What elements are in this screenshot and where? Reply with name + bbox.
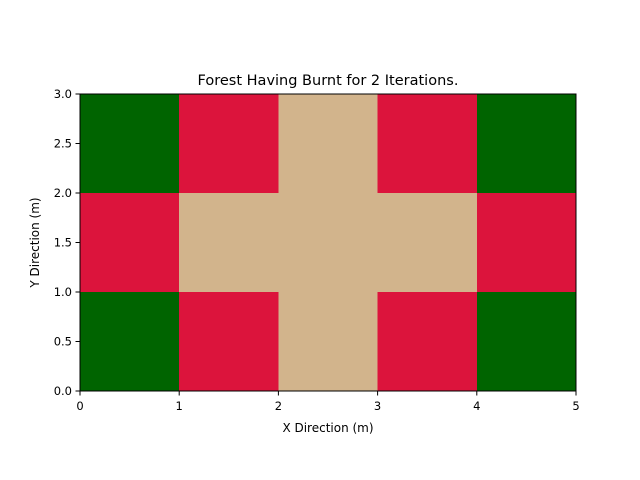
x-tick-label: 1: [176, 399, 183, 413]
x-axis-label: X Direction (m): [282, 421, 373, 435]
y-tick-label: 3.0: [54, 87, 72, 101]
y-tick-label: 0.5: [54, 335, 72, 349]
chart-title: Forest Having Burnt for 2 Iterations.: [198, 73, 459, 89]
cell-burnt-r1-c1: [179, 193, 279, 292]
y-axis-label: Y Direction (m): [28, 197, 42, 288]
cell-burnt-r2-c2: [278, 94, 378, 193]
cell-burnt-r1-c2: [278, 193, 378, 292]
x-tick-label: 2: [275, 399, 282, 413]
cell-burnt-r1-c3: [377, 193, 477, 292]
y-tick-label: 1.0: [54, 285, 72, 299]
cell-tree-r2-c0: [80, 94, 180, 193]
x-tick-label: 4: [473, 399, 480, 413]
x-tick-label: 5: [572, 399, 579, 413]
y-axis-ticks: 0.0 0.5 1.0 1.5 2.0 2.5 3.0: [54, 87, 80, 398]
y-tick-label: 2.0: [54, 186, 72, 200]
cell-tree-r2-c4: [476, 94, 576, 193]
y-tick-label: 2.5: [54, 137, 72, 151]
x-tick-label: 3: [374, 399, 381, 413]
cell-burning-r1-c4: [476, 193, 576, 292]
cell-burning-r1-c0: [80, 193, 180, 292]
cell-burning-r0-c3: [377, 292, 477, 391]
y-tick-label: 1.5: [54, 236, 72, 250]
cell-burnt-r0-c2: [278, 292, 378, 391]
x-tick-label: 0: [76, 399, 83, 413]
y-tick-label: 0.0: [54, 384, 72, 398]
heatmap-cells: [80, 94, 576, 391]
cell-tree-r0-c4: [476, 292, 576, 391]
x-axis-ticks: 0 1 2 3 4 5: [76, 391, 580, 413]
cell-burning-r2-c1: [179, 94, 279, 193]
cell-burning-r0-c1: [179, 292, 279, 391]
cell-burning-r2-c3: [377, 94, 477, 193]
cell-tree-r0-c0: [80, 292, 180, 391]
